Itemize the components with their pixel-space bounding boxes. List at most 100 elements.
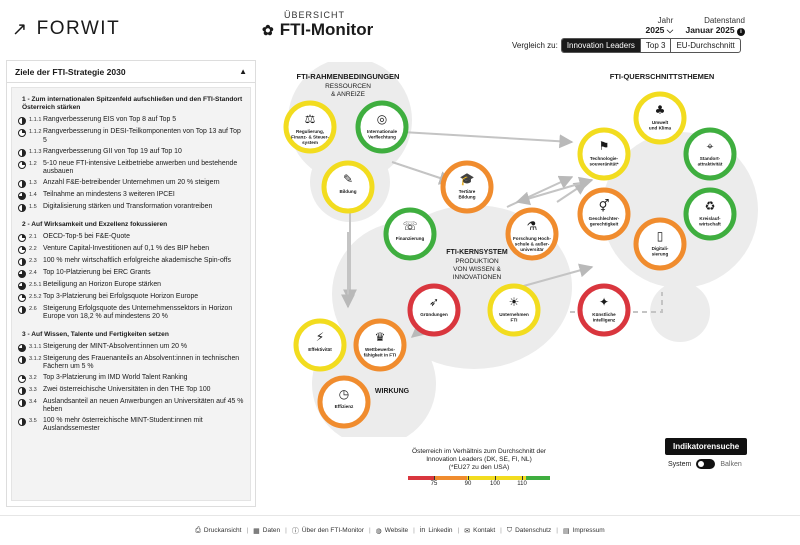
compare-option-innovation-leaders[interactable]: Innovation Leaders [561, 39, 641, 52]
node-ring [577, 127, 631, 181]
footer-link[interactable]: ⎙ Druckansicht [195, 527, 241, 535]
goal-number: 1.1.2 [29, 129, 42, 136]
brand-logo[interactable]: ↗ FORWIT [12, 18, 120, 40]
compare-option-top3[interactable]: Top 3 [641, 39, 672, 52]
node-regulierung[interactable]: ⚖ Regulierung,Finanz- & Steuer-system [283, 100, 337, 154]
goal-item[interactable]: 3.1.2 Steigerung des Frauenanteils an Abs… [18, 355, 244, 371]
progress-pie-icon [18, 246, 26, 255]
info-icon[interactable]: i [737, 28, 745, 36]
goal-text: Rangverbesserung EIS von Top 8 auf Top 5 [43, 116, 177, 124]
goal-text: OECD-Top-5 bei F&E-Quote [43, 233, 130, 241]
document-icon: ▤ [562, 527, 570, 535]
stopwatch-icon: ◷ [339, 387, 350, 401]
node-geschlecht[interactable]: ⚥ Geschlechter-gerechtigkeit [577, 187, 631, 241]
node-ring [505, 207, 559, 261]
footer-link[interactable]: ▦ Daten [253, 527, 280, 535]
node-finanzierung[interactable]: ☏ Finanzierung [383, 207, 437, 261]
footer-link-label: Impressum [572, 527, 605, 534]
goal-item[interactable]: 1.1.3 Rangverbesserung GII von Top 19 auf… [18, 148, 244, 157]
goal-item[interactable]: 3.5 100 % mehr österreichische MINT-Stude… [18, 417, 244, 433]
goal-item[interactable]: 1.2 5-10 neue FTI-intensive Leitbetriebe … [18, 160, 244, 176]
goal-item[interactable]: 2.2 Venture Capital-Investitionen auf 0,1… [18, 245, 244, 255]
header: ↗ FORWIT ÜBERSICHT ✿ FTI-Monitor Jahr 20… [0, 0, 800, 60]
goal-number: 3.3 [29, 387, 37, 394]
goal-item[interactable]: 2.5.1 Beteiligung an Horizon Europe stärk… [18, 281, 244, 291]
kernsystem-title: FTI-KERNSYSTEM [446, 249, 508, 256]
section-title: 2 - Auf Wirksamkeit und Exzellenz fokuss… [22, 221, 168, 229]
goal-item[interactable]: 3.4 Auslandsanteil an neuen Anwerbungen a… [18, 398, 244, 414]
progress-pie-icon [18, 375, 26, 384]
smartphone-icon: ▯ [657, 229, 664, 243]
footer-link[interactable]: ⓘ Über den FTI-Monitor [292, 526, 364, 536]
goal-item[interactable]: 1.3 Anzahl F&E-betreibender Unternehmen u… [18, 179, 244, 189]
node-wettbewerb[interactable]: ♛ Wettbewerbs-fähigkeit in FTI [353, 318, 407, 372]
flow-arrow [519, 263, 594, 288]
progress-pie-icon [18, 306, 26, 315]
node-label: Forschung Hoch- [513, 236, 551, 241]
footer-link-label: Website [384, 527, 409, 534]
goal-text: Rangverbesserung in DESI-Teilkomponenten… [43, 128, 241, 144]
goal-item[interactable]: 2.5.2 Top 3-Platzierung bei Erfolgsquote … [18, 293, 244, 303]
node-kreislauf[interactable]: ♻ Kreislauf-wirtschaft [683, 187, 737, 241]
goal-item[interactable]: 2.3 100 % mehr wirtschaftlich erfolgreich… [18, 257, 244, 267]
node-label: Kreislauf- [699, 216, 721, 221]
node-effizienz[interactable]: ◷ Effizienz [317, 375, 371, 429]
year-selector[interactable]: Jahr 2025 ⌵ [645, 16, 673, 36]
goal-item[interactable]: 2.6 Steigerung Erfolgsquote des Unternehm… [18, 305, 244, 321]
goal-item[interactable]: 1.1.1 Rangverbesserung EIS von Top 8 auf … [18, 116, 244, 126]
goal-text: 5-10 neue FTI-intensive Leitbetriebe anw… [43, 159, 238, 175]
view-toggle: System Balken [668, 459, 742, 469]
goal-item[interactable]: 3.1.1 Steigerung der MINT-Absolvent:innen… [18, 343, 244, 352]
goal-item[interactable]: 2.4 Top 10-Platzierung bei ERC Grants [18, 269, 244, 279]
node-technologie[interactable]: ⚑ Technologie-souveränität* [577, 127, 631, 181]
view-switch[interactable] [696, 459, 716, 469]
goal-item[interactable]: 1.1.2 Rangverbesserung in DESI-Teilkompon… [18, 128, 244, 144]
goal-item[interactable]: 3.2 Top 3-Platzierung im IMD World Talent… [18, 374, 244, 384]
goal-item[interactable]: 1.4 Teilnahme an mindestens 3 weiteren IP… [18, 191, 244, 201]
sidebar-header[interactable]: Ziele der FTI-Strategie 2030 ▲ [7, 61, 255, 83]
globe-icon: ◎ [377, 112, 387, 126]
compare-option-eu[interactable]: EU-Durchschnitt [676, 41, 735, 50]
progress-pie-icon [18, 343, 26, 352]
footer-link[interactable]: in Linkedin [420, 527, 453, 534]
goal-item[interactable]: 2.1 OECD-Top-5 bei F&E-Quote [18, 233, 244, 243]
node-forschung[interactable]: ⚗ Forschung Hoch-schule & außer-universit… [505, 207, 559, 261]
indikator-search-button[interactable]: Indikatorensuche [665, 438, 748, 455]
footer-link[interactable]: ▤ Impressum [563, 527, 605, 535]
node-digital[interactable]: ▯ Digitali-sierung [633, 217, 687, 271]
footer-link[interactable]: ✉ Kontakt [464, 527, 495, 535]
node-standort[interactable]: ⌖ Standort-attraktivität [683, 127, 737, 181]
goal-item[interactable]: 3.3 Zwei österreichische Universitäten in… [18, 386, 244, 396]
goal-text: Teilnahme an mindestens 3 weiteren IPCEI [43, 191, 175, 199]
color-legend: Österreich im Verhältnis zum Durchschnit… [398, 448, 560, 490]
footer-link[interactable]: ◍ Website [376, 527, 408, 535]
node-bildung[interactable]: ✎ Bildung [321, 160, 375, 214]
node-ring [633, 217, 687, 271]
footer-link-label: Kontakt [473, 527, 496, 534]
flow-arrow [515, 176, 594, 206]
compare-segmented-control: Innovation Leaders Top 3 EU-Durchschnitt [560, 38, 741, 53]
node-label: Standort- [700, 156, 721, 161]
progress-pie-icon [18, 234, 26, 243]
footer-link[interactable]: ⛉ Datenschutz [507, 527, 551, 535]
progress-pie-icon [18, 399, 26, 408]
progress-pie-icon [18, 180, 26, 189]
goal-number: 1.1.1 [29, 117, 42, 124]
node-ring [353, 318, 407, 372]
node-label: attraktivität [698, 162, 723, 167]
goal-item[interactable]: 1.5 Digitalisierung stärken und Transform… [18, 203, 244, 213]
goal-text: Beteiligung an Horizon Europe stärken [43, 281, 161, 289]
collapse-triangle-icon[interactable]: ▲ [239, 67, 247, 76]
rahmen-subtitle-2: & ANREIZE [331, 91, 366, 98]
lightbulb-icon: ☀ [509, 295, 520, 309]
node-label: Digitali- [652, 246, 669, 251]
node-ring [577, 187, 631, 241]
legend-line-2: Innovation Leaders (DK, SE, FI, NL) [426, 456, 532, 464]
node-effektivitaet[interactable]: ⚡ Effektivität [293, 318, 347, 372]
node-gruendungen[interactable]: ➶ Gründungen [407, 283, 461, 337]
